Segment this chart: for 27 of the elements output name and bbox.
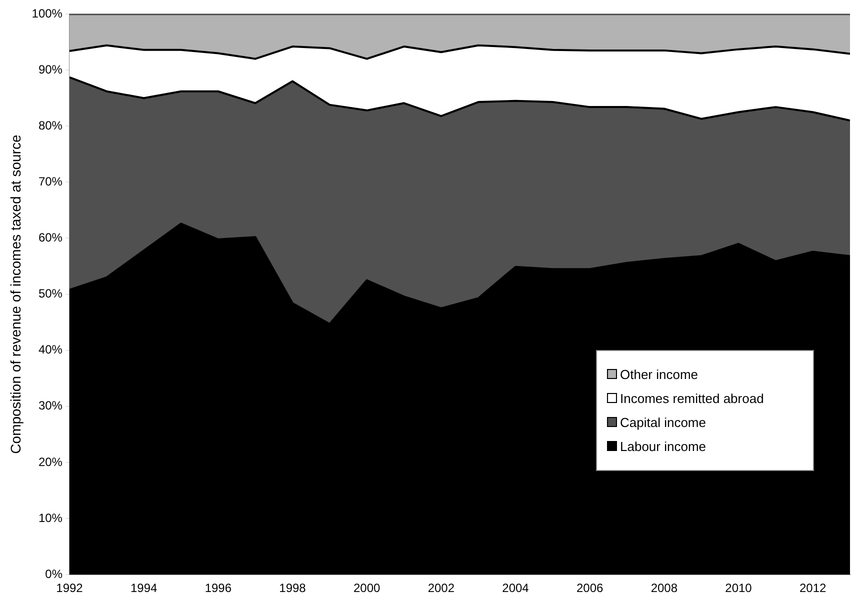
y-tick-label: 70% — [38, 174, 63, 188]
y-tick-label: 50% — [38, 286, 63, 301]
legend-label: Capital income — [620, 414, 706, 430]
legend-label: Other income — [620, 366, 698, 382]
x-tick-label: 1992 — [56, 581, 84, 596]
x-tick-label: 1998 — [279, 581, 306, 596]
x-tick-label: 2004 — [502, 581, 530, 596]
y-tick-label: 60% — [38, 230, 63, 245]
y-tick-label: 40% — [38, 342, 63, 357]
y-tick-label: 10% — [38, 510, 63, 525]
legend-label: Incomes remitted abroad — [620, 390, 764, 406]
x-tick-label: 2002 — [428, 581, 455, 596]
y-tick-label: 30% — [38, 398, 63, 413]
legend-label: Labour income — [620, 438, 706, 454]
x-tick-label: 2008 — [650, 581, 678, 596]
x-tick-label: 1996 — [204, 581, 232, 596]
x-tick-label: 1994 — [130, 581, 158, 596]
y-tick-label: 90% — [38, 62, 63, 76]
y-tick-label: 100% — [32, 6, 63, 20]
y-tick-label: 0% — [45, 566, 63, 581]
y-tick-label: 80% — [38, 118, 63, 132]
y-axis-title: Composition of revenue of incomes taxed at source — [7, 134, 24, 454]
x-tick-label: 2006 — [576, 581, 604, 596]
y-tick-label: 20% — [38, 454, 63, 469]
x-tick-label: 2000 — [353, 581, 380, 596]
x-tick-label: 2012 — [799, 581, 827, 596]
x-tick-label: 2010 — [725, 581, 752, 596]
